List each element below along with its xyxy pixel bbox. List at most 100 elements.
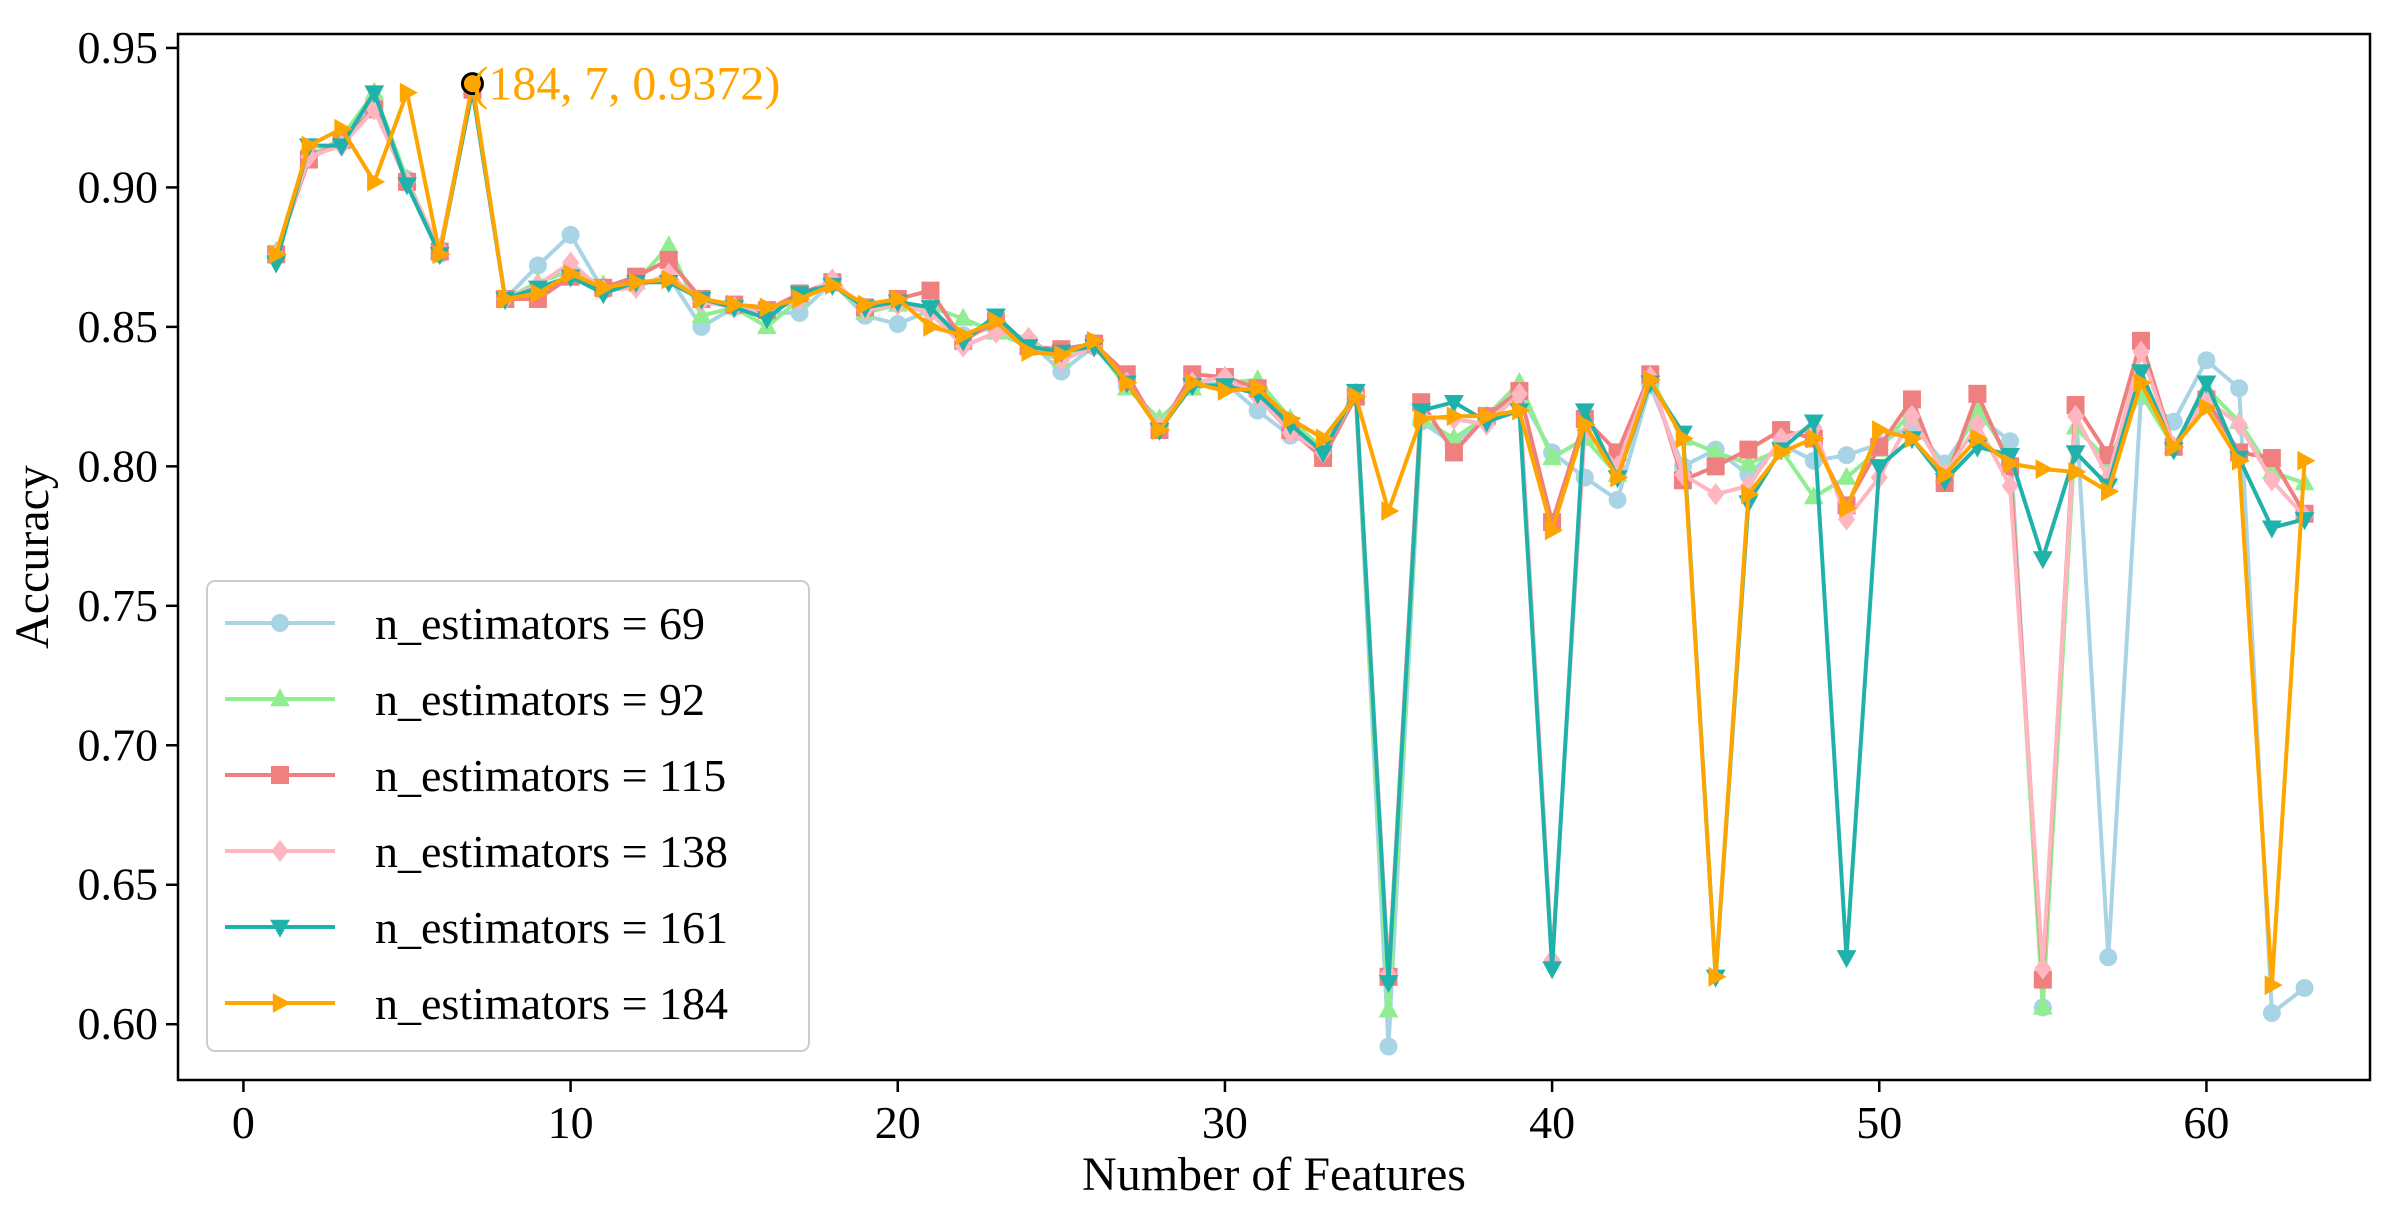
data-point [1902,390,1921,409]
data-point [528,256,547,275]
data-point [2264,975,2283,996]
legend-marker [271,839,289,863]
x-tick-label: 20 [875,1097,921,1148]
data-point [2230,413,2248,436]
data-point [1248,401,1267,420]
data-point [1250,378,1269,399]
data-point [331,138,352,157]
data-point [561,225,580,244]
data-point [2199,397,2218,418]
y-axis-label: Accuracy [6,465,59,649]
data-point [920,300,941,319]
data-point [1968,384,1987,403]
data-point [1119,372,1138,393]
data-point [432,244,451,265]
data-point [1903,404,1921,428]
legend-marker [270,688,290,707]
data-point [367,171,386,192]
data-point [1869,459,1890,478]
data-point [759,297,778,318]
data-point [301,135,320,156]
data-point [694,289,713,309]
data-point [2034,957,2052,980]
data-point [397,177,417,196]
legend-item: n_estimators = 184 [225,978,728,1029]
data-point [955,325,974,346]
x-tick-label: 0 [232,1097,255,1148]
data-point [1444,443,1463,462]
data-point [792,289,811,309]
legend-marker [271,614,289,632]
data-point [1707,482,1725,506]
legend-label: n_estimators = 92 [375,674,705,725]
legend-label: n_estimators = 115 [375,750,726,801]
data-point [988,311,1007,332]
best-point-label: (184, 7, 0.9372) [472,58,780,111]
data-point [2132,340,2150,364]
plot-marks [266,74,2316,1056]
data-point [1054,344,1073,365]
data-point [2231,450,2250,471]
legend: n_estimators = 69 n_estimators = 92 n_esti… [206,580,810,1052]
data-point [1444,427,1464,446]
legend-item: n_estimators = 161 [225,902,728,953]
x-tick-label: 60 [2183,1097,2229,1148]
data-point [1872,420,1891,440]
data-point [2068,462,2087,482]
data-point [628,272,647,293]
data-point [2001,474,2019,498]
data-point [921,281,940,300]
data-point [2002,453,2021,474]
data-point [953,307,974,326]
best-point-annotation: (184, 7, 0.9372) [460,58,780,111]
data-point [1904,428,1923,449]
data-point [2067,404,2085,428]
data-point [1411,403,1432,422]
legend-label: n_estimators = 69 [375,598,705,649]
data-point [1741,484,1760,505]
data-point [1937,464,1956,485]
data-point [2032,996,2053,1015]
data-point [661,269,680,290]
data-point [1086,330,1105,351]
data-point [1283,409,1302,429]
data-point [2166,436,2185,457]
legend-marker [270,919,290,938]
x-tick-label: 30 [1202,1097,1248,1148]
data-point [2000,447,2021,466]
data-point [1803,414,1824,433]
data-point [1806,428,1825,449]
data-point [2295,978,2314,997]
data-point [2197,351,2216,370]
data-point [1968,413,1986,436]
data-point [1381,501,1400,521]
y-tick-label: 0.85 [78,301,159,352]
data-point [2133,372,2152,393]
data-point [1315,428,1334,449]
data-point [1510,382,1528,406]
data-point [1378,999,1399,1018]
legend-label: n_estimators = 184 [375,978,728,1029]
data-point [2032,551,2053,570]
y-tick-label: 0.95 [78,22,159,73]
data-point [1739,440,1758,459]
data-point [1444,394,1464,413]
legend-marker [271,766,289,784]
data-point [563,263,582,284]
data-point [1705,441,1726,460]
legend-label: n_estimators = 138 [375,826,728,877]
data-point [857,294,876,315]
data-point [890,289,909,309]
data-point [399,82,418,103]
data-point [2099,948,2118,967]
data-point [1542,961,1562,980]
data-point [1512,400,1531,421]
data-point [691,304,712,323]
data-point [2261,520,2282,539]
data-point [1379,1037,1398,1056]
data-point [596,277,615,298]
data-point [1675,428,1694,449]
data-point [1414,409,1433,429]
data-point [2263,469,2281,492]
